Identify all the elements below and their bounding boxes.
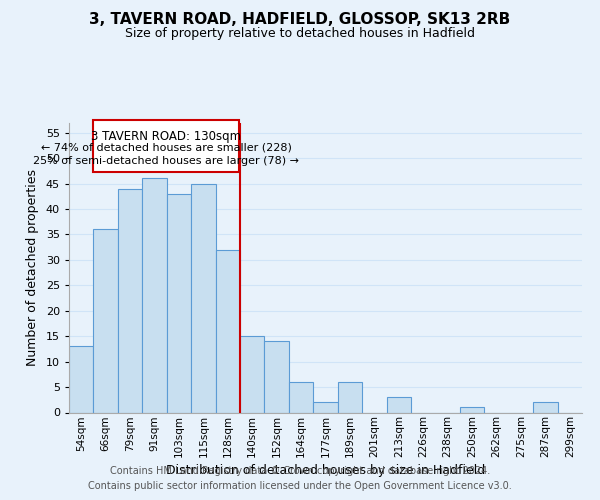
Bar [313, 402, 338, 412]
Bar [240, 336, 265, 412]
Bar [94, 230, 118, 412]
Bar [69, 346, 94, 412]
Text: Contains public sector information licensed under the Open Government Licence v3: Contains public sector information licen… [88, 481, 512, 491]
FancyBboxPatch shape [94, 120, 239, 172]
Text: 3, TAVERN ROAD, HADFIELD, GLOSSOP, SK13 2RB: 3, TAVERN ROAD, HADFIELD, GLOSSOP, SK13 … [89, 12, 511, 28]
Bar [265, 342, 289, 412]
Bar [215, 250, 240, 412]
Text: ← 74% of detached houses are smaller (228): ← 74% of detached houses are smaller (22… [41, 143, 292, 153]
X-axis label: Distribution of detached houses by size in Hadfield: Distribution of detached houses by size … [166, 464, 485, 477]
Bar [167, 194, 191, 412]
Bar [338, 382, 362, 412]
Bar [142, 178, 167, 412]
Text: Contains HM Land Registry data © Crown copyright and database right 2024.: Contains HM Land Registry data © Crown c… [110, 466, 490, 476]
Text: 25% of semi-detached houses are larger (78) →: 25% of semi-detached houses are larger (… [33, 156, 299, 166]
Bar [289, 382, 313, 412]
Text: Size of property relative to detached houses in Hadfield: Size of property relative to detached ho… [125, 28, 475, 40]
Bar [386, 397, 411, 412]
Bar [460, 408, 484, 412]
Bar [118, 188, 142, 412]
Bar [533, 402, 557, 412]
Bar [191, 184, 215, 412]
Text: 3 TAVERN ROAD: 130sqm: 3 TAVERN ROAD: 130sqm [91, 130, 241, 143]
Y-axis label: Number of detached properties: Number of detached properties [26, 169, 39, 366]
